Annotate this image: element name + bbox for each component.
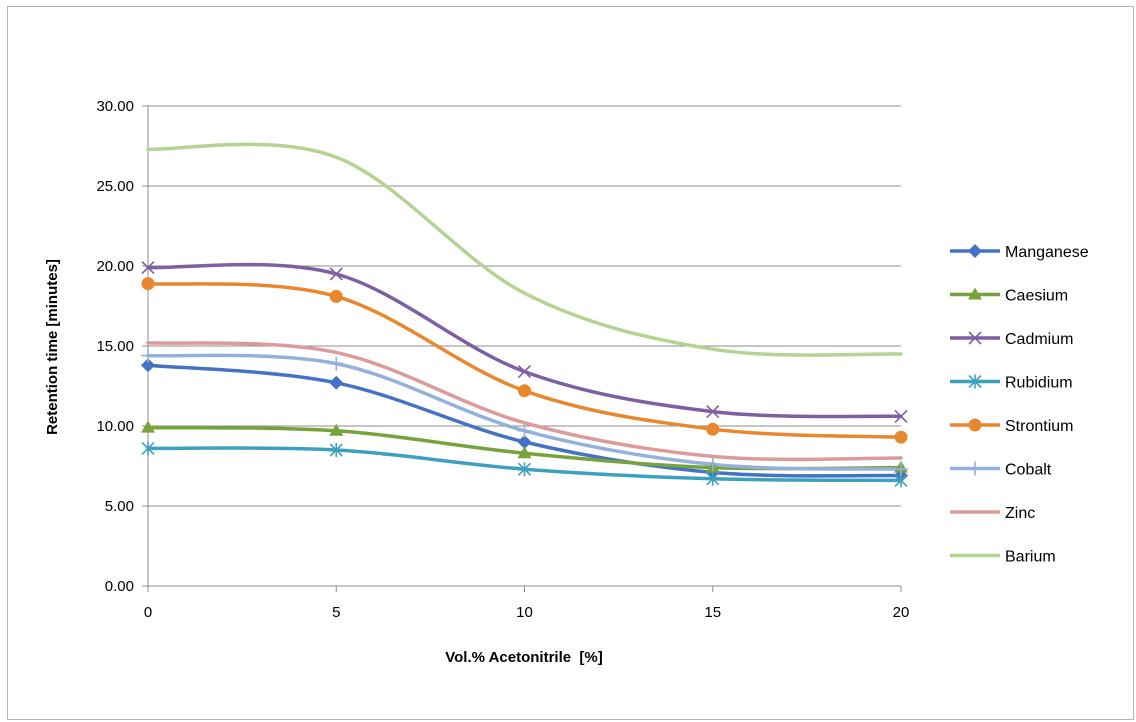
y-tick-label: 20.00 [96,258,134,275]
axes [142,105,902,592]
series-line-zinc [146,341,903,462]
data-point-caesium [329,423,344,436]
legend-label: Cobalt [1005,462,1052,479]
data-point-cadmium [517,365,532,379]
series-markers [141,261,908,488]
data-point-caesium [517,446,532,459]
y-tick-label: 25.00 [96,178,134,195]
x-tick-label: 15 [704,604,721,621]
chart-frame [7,6,1134,720]
legend-label: Rubidium [1005,375,1073,392]
legend-item-zinc: Zinc [950,505,1035,522]
data-point-cobalt [141,348,155,363]
data-point-strontium [141,277,155,291]
data-point-manganese [329,375,344,390]
legend-item-cobalt: Cobalt [950,461,1052,479]
data-point-cobalt [705,457,720,472]
data-point-strontium [894,430,908,444]
x-tick-label: 20 [893,604,910,621]
data-point-cadmium [894,409,908,423]
x-axis-title: Vol.% Acetonitrile [%] [445,649,603,666]
data-point-strontium [518,384,531,398]
data-point-strontium [706,422,720,436]
legend-item-strontium: Strontium [950,418,1073,435]
legend-marker [968,244,982,258]
data-point-cadmium [706,405,720,419]
data-point-rubidium [517,462,532,477]
legend-item-manganese: Manganese [950,244,1089,261]
y-tick-label: 10.00 [96,418,134,435]
x-tick-label: 10 [516,604,533,621]
x-tick-label: 0 [144,604,152,621]
legend-marker [968,374,982,389]
y-tick-label: 30.00 [96,98,134,115]
data-point-cobalt [329,356,344,371]
x-tick-labels: 0 5 10 15 20 [144,604,910,621]
legend-label: Barium [1005,549,1056,566]
data-point-manganese [517,435,532,449]
series-line-strontium [146,281,903,439]
data-point-rubidium [141,441,155,456]
legend-marker [968,461,982,476]
legend-label: Zinc [1005,505,1035,522]
legend-marker [968,418,982,432]
data-point-strontium [329,289,343,303]
y-axis-title: Retention time [minutes] [44,259,61,435]
legend-marker [968,331,982,345]
legend-label: Strontium [1005,418,1073,435]
data-point-caesium [141,420,155,433]
data-point-cobalt [894,462,908,477]
legend-item-barium: Barium [950,549,1056,566]
data-point-rubidium [329,443,343,457]
data-point-cadmium [329,267,343,281]
legend-label: Manganese [1005,244,1089,261]
series-line-barium [146,142,903,357]
legend-label: Cadmium [1005,331,1073,348]
x-tick-label: 5 [332,604,340,621]
y-tick-labels: 0.00 5.00 10.00 15.00 20.00 25.00 30.00 [96,98,134,595]
legend-label: Caesium [1005,288,1068,305]
y-tick-label: 15.00 [96,338,134,355]
data-point-rubidium [706,471,720,486]
legend-item-rubidium: Rubidium [950,374,1073,392]
legend-item-caesium: Caesium [950,287,1068,305]
y-tick-label: 5.00 [105,498,134,515]
y-tick-label: 0.00 [105,578,134,595]
legend: Manganese Caesium Cadmium Rubidium Strontium… [950,244,1089,566]
legend-marker [968,287,982,300]
legend-item-cadmium: Cadmium [950,331,1073,348]
data-point-manganese [141,358,155,373]
data-point-cadmium [141,261,155,275]
data-point-cobalt [517,423,532,438]
